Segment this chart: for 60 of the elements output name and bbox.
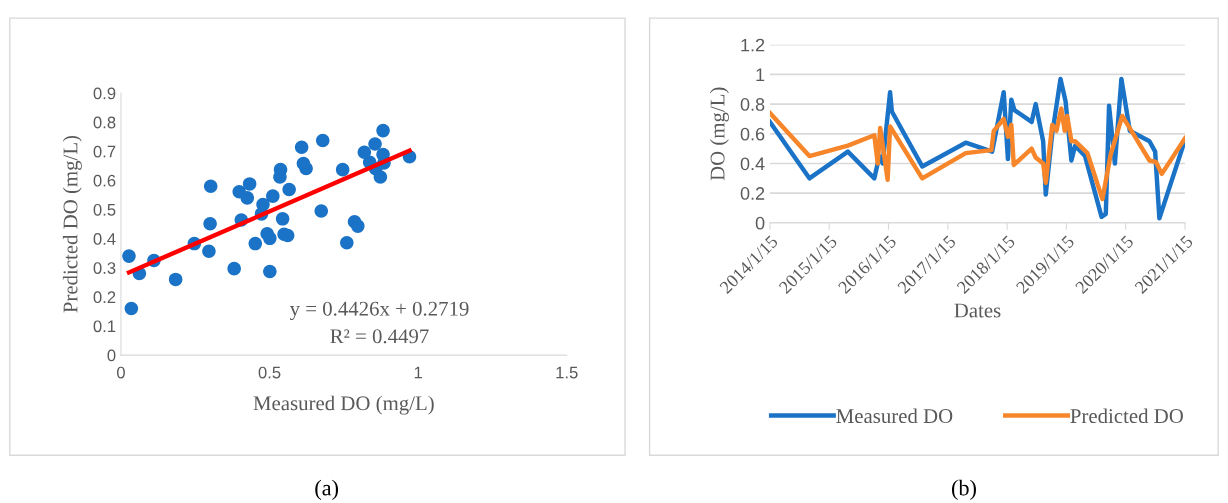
y-tick-label: 0.4 [93,233,116,245]
point [266,189,280,203]
y-tick-label: 0.6 [93,174,116,187]
point [376,123,390,138]
x-tick-label: 1 [414,366,422,379]
y-tick-label: 0.2 [740,187,765,200]
y-tick-label: 0.2 [93,291,116,304]
point [124,301,139,316]
annotation: R² = 0.4497 [330,329,429,344]
y-tick-label: 1 [756,68,765,81]
y-tick-label: 0.5 [93,203,116,216]
point [351,219,365,233]
point [202,244,216,258]
point [335,162,350,177]
text: (a) [315,479,338,500]
point [256,197,270,212]
point [227,261,241,276]
point [203,217,217,231]
point [273,170,287,184]
y-tick-label: 0.9 [93,87,116,100]
y-tick-label: 0 [107,349,116,362]
point [242,177,257,191]
point [168,272,183,287]
y-axis-title: DO (mg/L) [709,87,729,181]
y-tick-label: 0.4 [740,157,765,171]
y-tick-label: 0.3 [93,262,116,274]
text: (b) [952,479,976,500]
point [314,204,329,218]
point [368,137,382,151]
point [275,212,290,226]
x-tick-label: 0.5 [258,366,281,379]
point [340,235,354,250]
point [315,133,330,148]
y-tick-label: 1.2 [741,38,765,52]
x-tick-label: 0 [116,366,125,379]
y-tick-label: 0.1 [93,320,116,333]
point [263,264,277,279]
annotation: y = 0.4426x + 0.2719 [289,301,469,321]
point [373,170,388,184]
point [122,249,136,263]
y-axis-title: Predicted DO (mg/L) [62,135,82,313]
legend-label: Predicted DO [1070,408,1183,424]
line-series [769,106,1186,202]
point [282,182,296,197]
y-tick-label: 0.8 [740,98,765,111]
x-tick-label: 1.5 [556,366,578,379]
point [248,236,263,251]
y-tick-label: 0 [755,216,765,230]
y-tick-label: 0.8 [93,116,116,129]
x-axis-title: Measured DO (mg/L) [253,395,434,415]
x-axis-title: Dates [954,303,1001,318]
point [203,179,218,193]
point [294,140,309,154]
point [240,191,255,205]
point [357,145,372,159]
point [263,231,277,246]
point [299,161,313,176]
legend-label: Measured DO [836,408,953,424]
y-tick-label: 0.7 [93,145,116,158]
y-tick-label: 0.6 [740,127,765,141]
